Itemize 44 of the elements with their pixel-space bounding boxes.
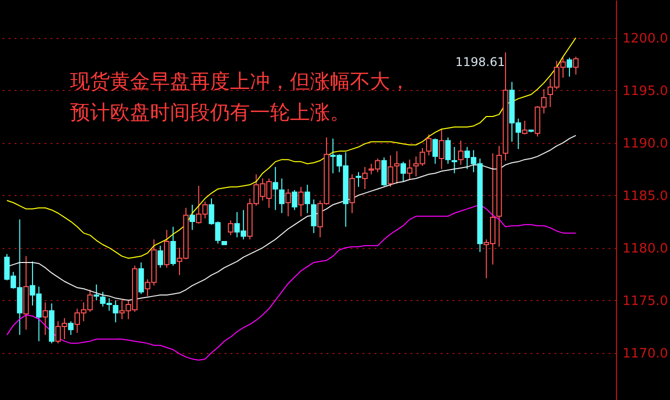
candlestick [68,320,74,336]
candlestick [285,188,291,217]
candlestick [228,220,234,236]
candlestick [400,161,406,182]
candlestick [42,302,48,336]
candlestick [432,138,438,164]
candlestick [292,190,298,210]
annotation: 现货黄金早盘再度上冲，但涨幅不大， [70,69,410,93]
candlestick [311,198,317,234]
candlestick [272,166,278,210]
y-tick-label: 1170.0 [622,346,668,362]
candlestick [112,300,118,323]
line-series [6,204,576,361]
candlestick [522,120,528,135]
candlestick [190,204,196,230]
candlestick [298,186,304,217]
candlestick [394,150,400,184]
candlestick [452,146,458,174]
y-tick-label: 1185.0 [622,188,668,204]
y-tick-label: 1195.0 [622,84,668,99]
candlestick [426,134,432,156]
y-tick-label: 1200.0 [622,31,668,46]
candlestick [138,262,144,294]
candlestick [573,56,579,76]
annotation: 1198.61 [455,55,505,69]
candlestick [438,128,444,170]
candlestick [304,184,310,214]
y-tick-label: 1175.0 [622,294,668,309]
candlestick [388,154,394,188]
candlestick [566,57,572,78]
candlestick [279,178,285,214]
y-tick-label: 1190.0 [622,136,668,152]
candlestick [94,284,100,301]
candlestick [362,166,368,190]
candlestick [164,229,170,268]
candlestick [458,140,464,166]
candlestick [406,159,412,180]
line-series [6,37,576,259]
candlestick [356,172,362,188]
y-tick-label: 1180.0 [622,241,668,256]
annotation: 预计欧盘时间段仍有一轮上涨。 [70,100,350,124]
candlestick [445,137,451,164]
candlestick [170,226,176,266]
candlestick [158,245,164,268]
